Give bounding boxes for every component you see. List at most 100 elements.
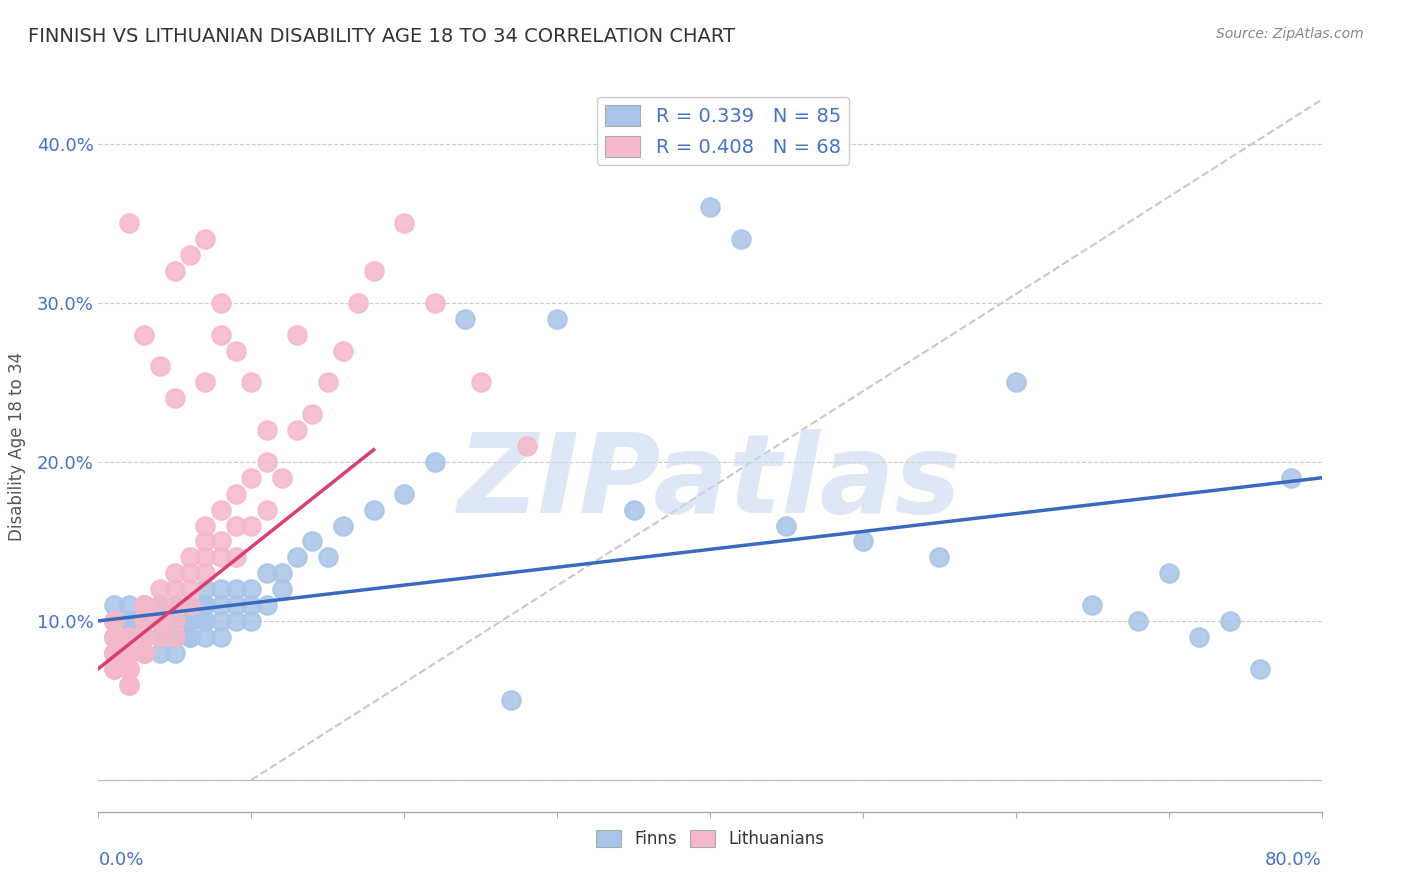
Point — [301, 407, 323, 421]
Point — [134, 614, 156, 628]
Point — [134, 598, 156, 612]
Point — [118, 646, 141, 660]
Point — [149, 582, 172, 596]
Point — [363, 502, 385, 516]
Point — [1128, 614, 1150, 628]
Point — [134, 598, 156, 612]
Point — [240, 376, 263, 390]
Point — [163, 598, 186, 612]
Point — [149, 614, 172, 628]
Point — [163, 614, 186, 628]
Point — [134, 614, 156, 628]
Point — [134, 598, 156, 612]
Point — [240, 471, 263, 485]
Point — [118, 630, 141, 644]
Point — [179, 566, 201, 581]
Point — [1188, 630, 1211, 644]
Point — [775, 518, 797, 533]
Point — [118, 614, 141, 628]
Point — [103, 630, 125, 644]
Point — [209, 327, 232, 342]
Point — [179, 630, 201, 644]
Point — [256, 455, 278, 469]
Point — [118, 646, 141, 660]
Point — [423, 455, 446, 469]
Point — [194, 598, 217, 612]
Point — [179, 582, 201, 596]
Point — [423, 296, 446, 310]
Point — [149, 598, 172, 612]
Point — [149, 598, 172, 612]
Point — [194, 534, 217, 549]
Point — [118, 216, 141, 230]
Point — [134, 630, 156, 644]
Text: 0.0%: 0.0% — [98, 852, 143, 870]
Point — [546, 311, 568, 326]
Point — [163, 392, 186, 406]
Point — [149, 630, 172, 644]
Point — [1081, 598, 1104, 612]
Point — [240, 598, 263, 612]
Point — [225, 518, 247, 533]
Point — [730, 232, 752, 246]
Point — [103, 646, 125, 660]
Legend: Finns, Lithuanians: Finns, Lithuanians — [589, 823, 831, 855]
Point — [103, 614, 125, 628]
Point — [103, 662, 125, 676]
Point — [103, 646, 125, 660]
Point — [225, 582, 247, 596]
Point — [1219, 614, 1241, 628]
Point — [285, 327, 308, 342]
Point — [149, 614, 172, 628]
Y-axis label: Disability Age 18 to 34: Disability Age 18 to 34 — [7, 351, 25, 541]
Point — [134, 614, 156, 628]
Point — [270, 471, 292, 485]
Point — [363, 264, 385, 278]
Point — [149, 646, 172, 660]
Point — [163, 614, 186, 628]
Point — [256, 423, 278, 437]
Point — [179, 614, 201, 628]
Point — [103, 646, 125, 660]
Point — [163, 598, 186, 612]
Point — [240, 582, 263, 596]
Point — [316, 550, 339, 565]
Point — [163, 630, 186, 644]
Point — [179, 550, 201, 565]
Point — [347, 296, 370, 310]
Point — [270, 582, 292, 596]
Text: ZIPatlas: ZIPatlas — [458, 429, 962, 536]
Point — [194, 582, 217, 596]
Point — [316, 376, 339, 390]
Point — [454, 311, 477, 326]
Point — [118, 614, 141, 628]
Point — [623, 502, 645, 516]
Point — [209, 502, 232, 516]
Point — [118, 677, 141, 691]
Point — [179, 630, 201, 644]
Text: 80.0%: 80.0% — [1265, 852, 1322, 870]
Point — [209, 582, 232, 596]
Point — [163, 646, 186, 660]
Point — [134, 646, 156, 660]
Point — [179, 614, 201, 628]
Point — [194, 550, 217, 565]
Point — [163, 566, 186, 581]
Point — [118, 662, 141, 676]
Point — [103, 630, 125, 644]
Point — [103, 614, 125, 628]
Point — [134, 630, 156, 644]
Point — [928, 550, 950, 565]
Point — [163, 614, 186, 628]
Point — [194, 630, 217, 644]
Point — [194, 614, 217, 628]
Point — [134, 630, 156, 644]
Point — [209, 598, 232, 612]
Point — [225, 614, 247, 628]
Point — [470, 376, 492, 390]
Point — [149, 630, 172, 644]
Point — [163, 630, 186, 644]
Point — [332, 518, 354, 533]
Point — [149, 359, 172, 374]
Point — [1004, 376, 1026, 390]
